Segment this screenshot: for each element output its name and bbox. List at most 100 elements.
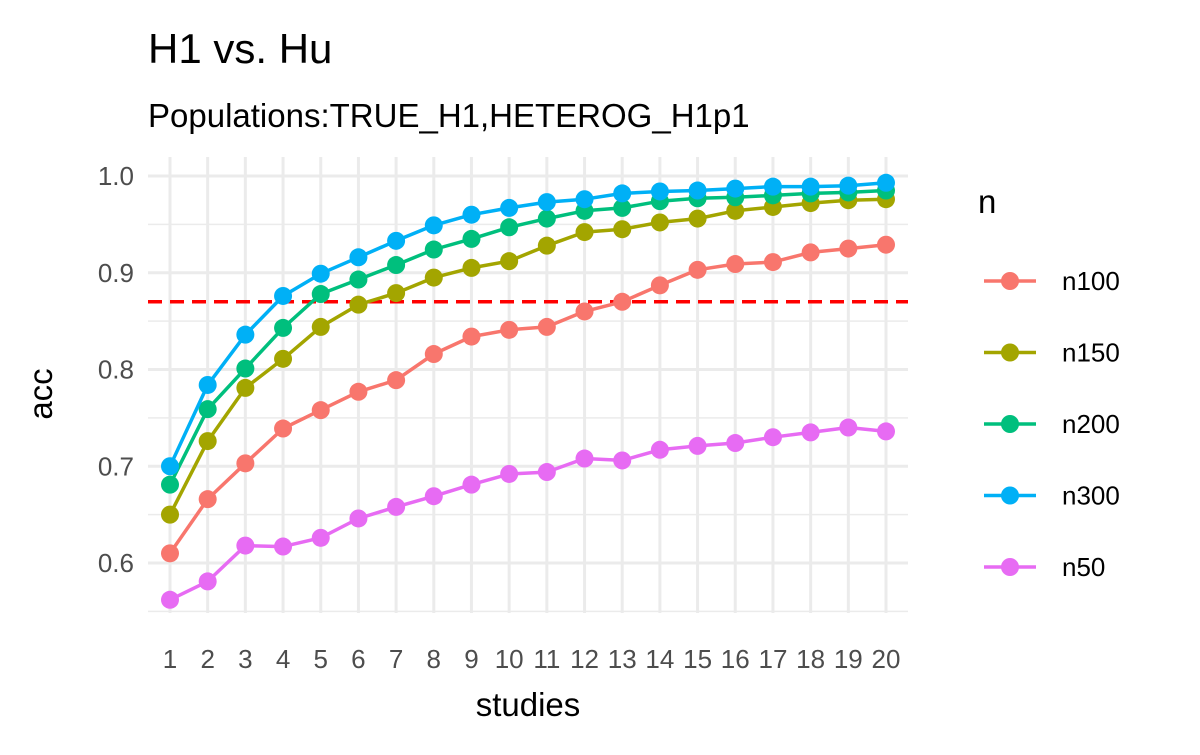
data-point-n50 xyxy=(839,418,858,437)
data-point-n300 xyxy=(311,264,330,283)
y-tick-label: 1.0 xyxy=(98,161,134,191)
data-point-n100 xyxy=(349,382,368,401)
data-point-n150 xyxy=(575,223,594,242)
data-point-n100 xyxy=(236,454,255,473)
x-tick-label: 11 xyxy=(533,644,560,674)
data-point-n50 xyxy=(575,449,594,468)
data-point-n200 xyxy=(311,285,330,304)
data-point-n300 xyxy=(575,190,594,209)
data-point-n100 xyxy=(387,371,406,390)
x-tick-label: 14 xyxy=(645,644,674,674)
data-point-n150 xyxy=(161,505,179,524)
data-point-n300 xyxy=(650,182,669,201)
data-point-n50 xyxy=(650,440,669,459)
legend-items: n100 n150 n200 n300 n50 xyxy=(984,266,1120,582)
data-point-n300 xyxy=(688,181,707,200)
legend-label: n300 xyxy=(1062,481,1120,511)
x-tick-label: 7 xyxy=(389,644,403,674)
data-point-n100 xyxy=(537,317,556,336)
x-tick-label: 15 xyxy=(683,644,712,674)
data-point-n100 xyxy=(462,327,481,346)
legend-item-n150: n150 xyxy=(984,338,1120,368)
data-point-n150 xyxy=(688,209,707,228)
x-tick-label: 16 xyxy=(721,644,750,674)
data-point-n100 xyxy=(650,276,669,295)
y-tick-label: 0.6 xyxy=(98,548,134,578)
legend-item-n300: n300 xyxy=(984,481,1120,511)
data-point-n200 xyxy=(613,198,632,217)
legend-label: n50 xyxy=(1062,552,1105,582)
data-point-n150 xyxy=(500,252,519,271)
data-point-n100 xyxy=(763,253,782,272)
x-tick-label: 6 xyxy=(351,644,365,674)
legend-item-n100: n100 xyxy=(984,266,1120,296)
data-point-n200 xyxy=(274,318,293,337)
x-tick-label: 4 xyxy=(276,644,290,674)
data-point-n150 xyxy=(236,378,255,397)
data-point-n100 xyxy=(424,345,443,364)
data-point-n300 xyxy=(387,231,406,250)
series-layer xyxy=(161,173,895,609)
data-point-n200 xyxy=(349,270,368,289)
data-point-n100 xyxy=(613,292,632,311)
data-point-n50 xyxy=(801,423,820,442)
y-tick-labels: 0.6 0.7 0.8 0.9 1.0 xyxy=(98,161,134,578)
legend-title: n xyxy=(978,183,996,220)
x-tick-label: 10 xyxy=(495,644,524,674)
data-point-n150 xyxy=(462,258,481,277)
y-tick-label: 0.7 xyxy=(98,451,134,481)
data-point-n300 xyxy=(801,177,820,196)
data-point-n150 xyxy=(311,317,330,336)
x-tick-label: 9 xyxy=(464,644,478,674)
x-tick-label: 17 xyxy=(758,644,787,674)
chart-subtitle: Populations:TRUE_H1,HETEROG_H1p1 xyxy=(148,97,750,134)
data-point-n50 xyxy=(462,475,481,494)
data-point-n150 xyxy=(274,349,293,368)
data-point-n300 xyxy=(613,184,632,203)
data-point-n50 xyxy=(726,434,745,453)
x-tick-label: 5 xyxy=(314,644,328,674)
data-point-n50 xyxy=(274,537,293,556)
series-n100 xyxy=(161,235,895,563)
data-point-n200 xyxy=(387,256,406,275)
legend: n n100 n150 n200 n300 n50 xyxy=(978,183,1120,582)
x-tick-label: 8 xyxy=(427,644,441,674)
data-point-n200 xyxy=(462,229,481,248)
x-tick-label: 20 xyxy=(872,644,901,674)
data-point-n100 xyxy=(161,544,179,563)
data-point-n50 xyxy=(763,428,782,447)
series-line-n50 xyxy=(169,425,887,602)
data-point-n300 xyxy=(198,375,217,394)
data-point-n200 xyxy=(236,359,255,378)
legend-key-point xyxy=(1001,486,1019,505)
legend-label: n150 xyxy=(1062,338,1120,368)
data-point-n300 xyxy=(236,325,255,344)
data-point-n200 xyxy=(537,209,556,228)
data-point-n150 xyxy=(349,295,368,314)
data-point-n150 xyxy=(650,213,669,232)
series-n150 xyxy=(161,190,895,524)
data-point-n200 xyxy=(198,400,217,419)
data-point-n100 xyxy=(726,255,745,274)
x-tick-label: 1 xyxy=(163,644,177,674)
data-point-n50 xyxy=(198,572,217,591)
data-point-n100 xyxy=(311,401,330,420)
legend-key-point xyxy=(1001,415,1019,433)
series-n300 xyxy=(161,173,895,476)
data-point-n50 xyxy=(387,497,406,516)
data-point-n50 xyxy=(500,464,519,483)
data-point-n200 xyxy=(161,475,179,494)
data-point-n50 xyxy=(349,509,368,528)
legend-label: n100 xyxy=(1062,266,1120,296)
data-point-n100 xyxy=(801,243,820,262)
data-point-n150 xyxy=(424,268,443,287)
data-point-n100 xyxy=(274,419,293,438)
data-point-n300 xyxy=(462,205,481,224)
legend-item-n200: n200 xyxy=(984,409,1120,439)
data-point-n200 xyxy=(500,218,519,237)
data-point-n300 xyxy=(274,286,293,305)
x-tick-label: 13 xyxy=(608,644,637,674)
data-point-n150 xyxy=(613,220,632,239)
data-point-n50 xyxy=(613,451,632,470)
